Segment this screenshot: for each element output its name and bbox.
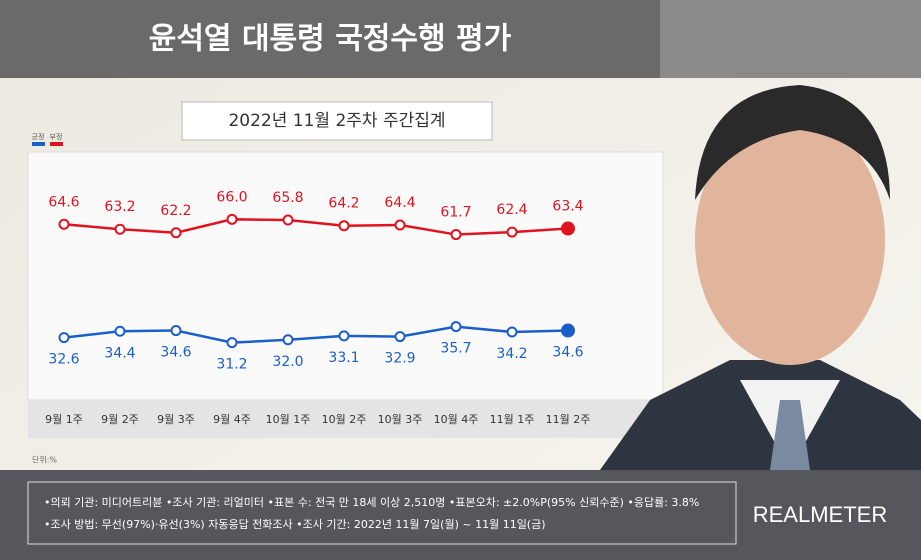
x-tick-label: 9월 4주 [213,413,251,426]
data-label: 34.6 [552,345,583,361]
data-label: 61.7 [440,205,471,221]
data-point [282,214,294,226]
x-tick-label: 9월 1주 [45,413,83,426]
x-tick-label: 11월 2주 [546,413,591,426]
data-point [170,227,182,239]
data-point [561,221,575,236]
data-label: 32.6 [48,352,79,368]
data-label: 33.1 [328,350,359,366]
data-point [450,229,462,241]
data-label: 31.2 [216,357,247,373]
data-label: 63.4 [552,199,583,215]
legend-swatch [50,142,63,146]
x-tick-label: 10월 3주 [378,413,423,426]
data-point [506,326,518,338]
data-point [58,218,70,230]
data-point [561,323,575,338]
data-point [450,321,462,333]
data-label: 64.4 [384,195,415,211]
chart-title: 윤석열 대통령 국정수행 평가 [149,22,512,57]
footer [0,470,921,560]
data-point [338,330,350,342]
data-point [338,220,350,232]
x-axis-band [28,400,663,438]
note: •의뢰 기관: 미디어트리뷴 •조사 기관: 리얼미터 •표본 수: 전국 만 … [44,495,699,509]
data-label: 65.8 [272,190,303,206]
data-label: 64.6 [48,194,79,210]
data-label: 32.9 [384,351,415,367]
legend-label: 긍정 [32,132,45,141]
unit-note: 단위:% [32,455,57,465]
portrait [600,85,921,470]
x-tick-label: 10월 2주 [322,413,367,426]
plot-area [27,151,664,401]
note: •조사 방법: 무선(97%)·유선(3%) 자동응답 전화조사 •조사 기간:… [44,517,546,531]
data-point [394,219,406,231]
data-point [114,325,126,337]
data-label: 34.6 [160,345,191,361]
data-point [506,226,518,238]
data-label: 34.2 [496,346,527,362]
legend-swatch [32,142,45,146]
data-label: 63.2 [104,199,135,215]
data-point [170,325,182,337]
data-label: 34.4 [104,345,135,361]
data-point [226,337,238,349]
x-tick-label: 9월 2주 [101,413,139,426]
data-point [394,331,406,343]
subtitle-box [181,101,493,141]
data-label: 66.0 [216,189,247,205]
title-banner-right [660,0,921,78]
x-tick-label: 9월 3주 [157,413,195,426]
x-tick-label: 10월 1주 [266,413,311,426]
data-point [58,332,70,344]
series-line [63,218,569,236]
notes-box [27,481,737,545]
data-label: 62.4 [496,202,527,218]
x-tick-label: 10월 4주 [434,413,479,426]
data-point [226,213,238,225]
series-line [63,325,569,344]
data-label: 62.2 [160,203,191,219]
x-tick-label: 11월 1주 [490,413,535,426]
data-label: 32.0 [272,354,303,370]
data-point [282,334,294,346]
data-label: 64.2 [328,196,359,212]
data-label: 35.7 [440,341,471,357]
chart-subtitle: 2022년 11월 2주차 주간집계 [228,111,445,131]
brand: REALMETER [753,502,887,527]
legend-label: 부정 [50,132,63,141]
data-point [114,223,126,235]
title-banner [0,0,660,78]
